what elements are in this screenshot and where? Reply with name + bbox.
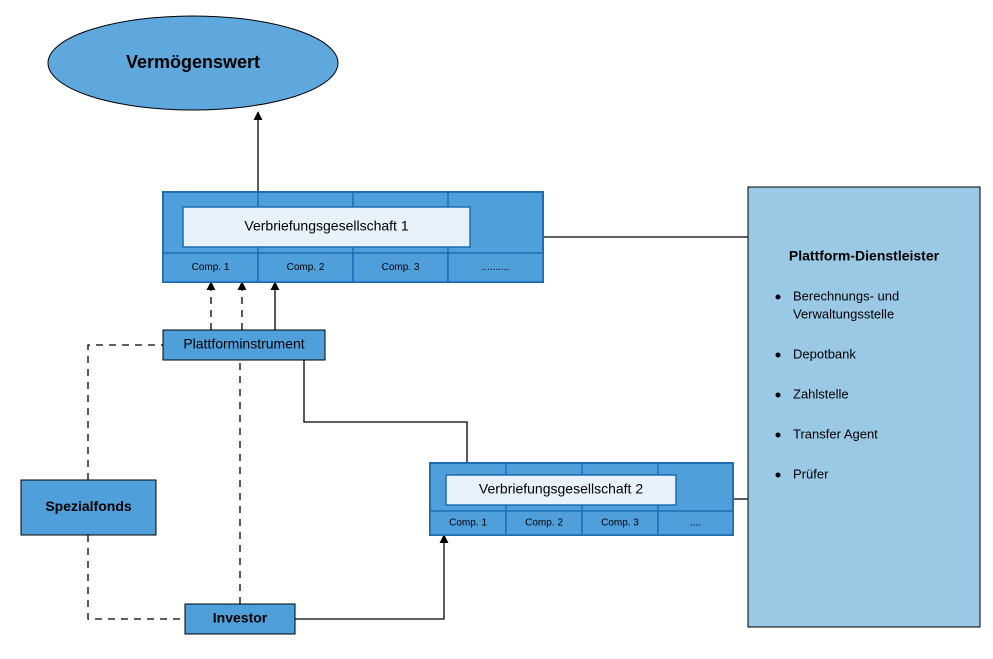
svg-text:Comp. 2: Comp. 2: [525, 518, 563, 529]
nodes: Vermögenswert Comp. 1 Comp. 2 Comp. 3......…: [21, 16, 980, 634]
svg-text:Prüfer: Prüfer: [793, 466, 829, 481]
svg-text:Vermögenswert: Vermögenswert: [126, 52, 260, 72]
svg-text:Plattform-Dienstleister: Plattform-Dienstleister: [789, 248, 940, 264]
svg-text:Depotbank: Depotbank: [793, 346, 856, 361]
svg-text:Spezialfonds: Spezialfonds: [45, 498, 132, 514]
svg-text:Investor: Investor: [213, 610, 268, 626]
svg-text:Berechnungs- und: Berechnungs- und: [793, 288, 899, 303]
node-dienstleister: Plattform-Dienstleister Berechnungs- und V…: [748, 187, 980, 627]
svg-text:Verwaltungsstelle: Verwaltungsstelle: [793, 306, 894, 321]
svg-text:Comp. 3: Comp. 3: [382, 262, 420, 273]
edges: [88, 112, 748, 619]
svg-text:Comp. 1: Comp. 1: [192, 262, 230, 273]
svg-text:Verbriefungsgesellschaft 1: Verbriefungsgesellschaft 1: [244, 218, 408, 234]
node-spezialfonds: Spezialfonds: [21, 480, 156, 535]
svg-text:Transfer Agent: Transfer Agent: [793, 426, 878, 441]
edge-7: [304, 360, 467, 463]
edge-5: [88, 535, 185, 619]
svg-text:Zahlstelle: Zahlstelle: [793, 386, 849, 401]
node-plattforminstrument: Plattforminstrument: [163, 330, 325, 360]
svg-text:Verbriefungsgesellschaft 2: Verbriefungsgesellschaft 2: [479, 481, 643, 497]
node-verb2: Comp. 1 Comp. 2 Comp. 3.... Verbriefungsges…: [430, 463, 733, 535]
diagram-canvas: Vermögenswert Comp. 1 Comp. 2 Comp. 3......…: [0, 0, 993, 659]
node-vermoegenswert: Vermögenswert: [48, 16, 338, 110]
svg-text:..........: ..........: [482, 262, 510, 273]
svg-text:Plattforminstrument: Plattforminstrument: [183, 336, 304, 352]
svg-text:Comp. 1: Comp. 1: [449, 518, 487, 529]
node-verb1: Comp. 1 Comp. 2 Comp. 3.......... Verbriefu…: [163, 192, 543, 282]
svg-text:Comp. 2: Comp. 2: [287, 262, 325, 273]
svg-text:....: ....: [690, 518, 701, 529]
edge-6: [88, 345, 163, 480]
edge-8: [295, 535, 444, 619]
node-investor: Investor: [185, 604, 295, 634]
svg-text:Comp. 3: Comp. 3: [601, 518, 639, 529]
